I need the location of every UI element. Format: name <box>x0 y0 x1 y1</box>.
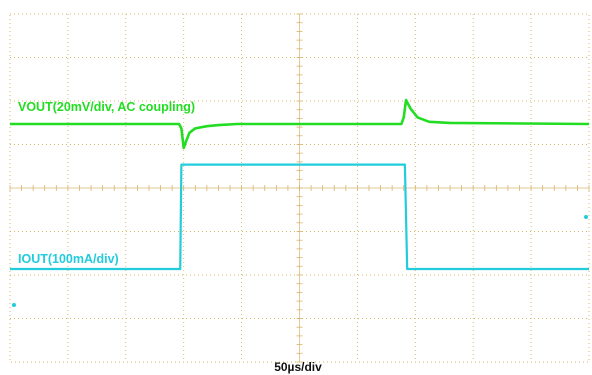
timebase-label: 50µs/div <box>274 360 322 374</box>
graticule <box>9 13 590 363</box>
iout-trace-label: IOUT(100mA/div) <box>18 252 119 266</box>
iout-trigger-marker <box>584 215 588 219</box>
trace-labels: VOUT(20mV/div, AC coupling) IOUT(100mA/d… <box>18 100 322 374</box>
vout-trace-label: VOUT(20mV/div, AC coupling) <box>18 100 195 114</box>
iout-ground-marker <box>12 303 16 307</box>
iout-trace <box>10 163 589 271</box>
traces <box>10 98 590 307</box>
vout-trace <box>10 98 590 150</box>
